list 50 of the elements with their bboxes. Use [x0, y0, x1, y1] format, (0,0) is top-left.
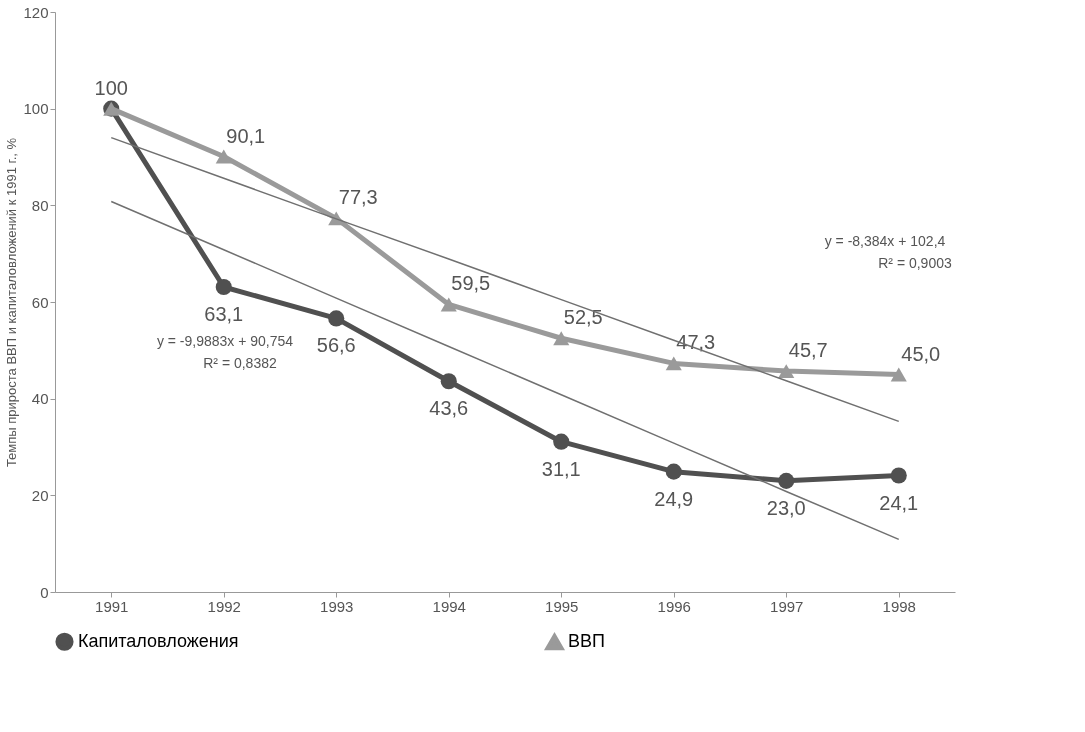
- y-tick-label: 60: [31, 293, 49, 311]
- data-label: 24,9: [654, 487, 694, 510]
- data-label: 56,6: [316, 334, 356, 357]
- point: [440, 373, 457, 390]
- point: [890, 467, 907, 484]
- point: [665, 463, 682, 480]
- point: [553, 433, 570, 450]
- data-label: 47,3: [676, 331, 716, 354]
- data-label: 43,6: [429, 397, 469, 420]
- y-tick-label: 20: [31, 486, 49, 504]
- x-tick-label: 1995: [545, 597, 579, 615]
- x-tick-label: 1998: [882, 597, 916, 615]
- annotation: y = -9,9883x + 90,754: [156, 333, 294, 349]
- point: [665, 356, 682, 371]
- point: [215, 278, 232, 296]
- x-tick-label: 1997: [770, 597, 804, 615]
- data-label: 100: [94, 76, 128, 99]
- y-tick-label: 40: [31, 390, 49, 408]
- data-label: 52,5: [563, 306, 603, 329]
- x-tick-label: 1992: [207, 597, 241, 615]
- data-label: 45,7: [788, 339, 828, 362]
- data-label: 24,1: [879, 491, 919, 514]
- y-tick-label: 100: [23, 100, 49, 118]
- x-tick-label: 1993: [320, 597, 354, 615]
- point: [328, 310, 345, 327]
- annotation: R² = 0,9003: [878, 255, 952, 271]
- point: [215, 149, 232, 164]
- data-label: 31,1: [541, 457, 581, 480]
- y-axis-title: Темпы прироста ВВП и капиталовложений к 1991 г., %: [4, 137, 20, 468]
- data-label: 45,0: [901, 342, 941, 365]
- point: [778, 472, 795, 489]
- annotation: y = -8,384x + 102,4: [824, 233, 946, 249]
- x-tick-label: 1994: [432, 597, 466, 615]
- legend-label: Капиталовложения: [78, 630, 239, 651]
- point: [440, 297, 457, 312]
- y-tick-label: 80: [31, 196, 49, 214]
- data-label: 63,1: [204, 303, 244, 326]
- legend-label: ВВП: [568, 631, 605, 652]
- y-tick-label: 120: [23, 3, 49, 21]
- data-label: 77,3: [338, 186, 378, 209]
- point: [553, 331, 570, 346]
- point: [778, 364, 795, 379]
- data-label: 59,5: [451, 272, 491, 295]
- point: [890, 367, 907, 382]
- data-label: 90,1: [226, 124, 266, 147]
- annotation: R² = 0,8382: [203, 355, 277, 371]
- x-tick-label: 1991: [95, 597, 129, 615]
- data-label: 23,0: [766, 496, 806, 519]
- x-tick-label: 1996: [657, 597, 691, 615]
- y-tick-label: 0: [40, 583, 49, 601]
